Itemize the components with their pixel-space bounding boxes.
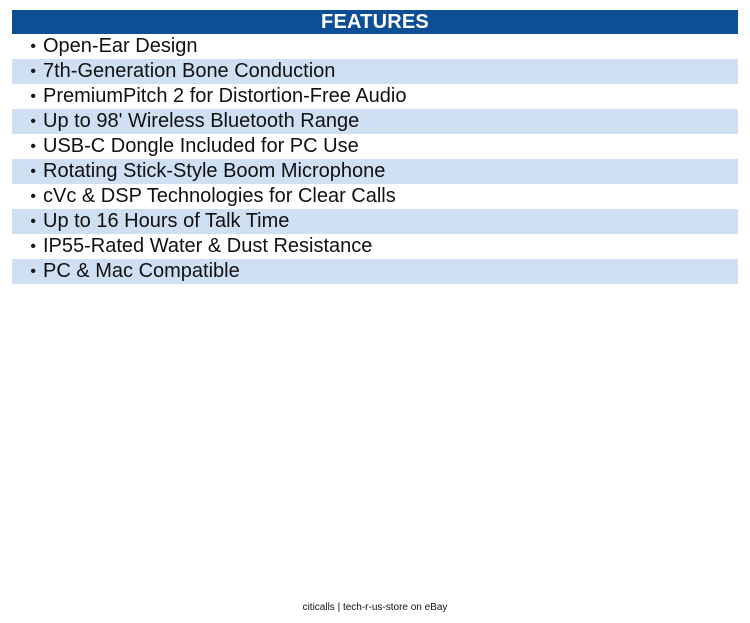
feature-list: • Open-Ear Design • 7th-Generation Bone Con… xyxy=(12,34,738,284)
feature-text: cVc & DSP Technologies for Clear Calls xyxy=(43,185,396,207)
bullet-icon: • xyxy=(30,113,36,130)
feature-row: • USB-C Dongle Included for PC Use xyxy=(12,134,738,159)
bullet-icon: • xyxy=(30,38,36,55)
bullet-icon: • xyxy=(30,188,36,205)
feature-text: Open-Ear Design xyxy=(43,35,198,57)
feature-text: PremiumPitch 2 for Distortion-Free Audio xyxy=(43,85,407,107)
feature-row: • PremiumPitch 2 for Distortion-Free Audi… xyxy=(12,84,738,109)
feature-text: IP55-Rated Water & Dust Resistance xyxy=(43,235,373,257)
feature-row: • Rotating Stick-Style Boom Microphone xyxy=(12,159,738,184)
feature-row: • Up to 98' Wireless Bluetooth Range xyxy=(12,109,738,134)
feature-text: 7th-Generation Bone Conduction xyxy=(43,60,336,82)
bullet-icon: • xyxy=(30,163,36,180)
footer-credit: citicalls | tech-r-us-store on eBay xyxy=(302,602,448,613)
bullet-icon: • xyxy=(30,138,36,155)
feature-row: • PC & Mac Compatible xyxy=(12,259,738,284)
bullet-icon: • xyxy=(30,238,36,255)
feature-text: Rotating Stick-Style Boom Microphone xyxy=(43,160,386,182)
features-header: FEATURES xyxy=(12,10,738,34)
bullet-icon: • xyxy=(30,63,36,80)
feature-row: • Open-Ear Design xyxy=(12,34,738,59)
feature-row: • cVc & DSP Technologies for Clear Calls xyxy=(12,184,738,209)
bullet-icon: • xyxy=(30,213,36,230)
bullet-icon: • xyxy=(30,88,36,105)
feature-text: Up to 16 Hours of Talk Time xyxy=(43,210,290,232)
feature-text: PC & Mac Compatible xyxy=(43,260,240,282)
feature-text: USB-C Dongle Included for PC Use xyxy=(43,135,359,157)
feature-text: Up to 98' Wireless Bluetooth Range xyxy=(43,110,360,132)
features-table: FEATURES • Open-Ear Design • 7th-Generation… xyxy=(12,10,738,284)
feature-row: • Up to 16 Hours of Talk Time xyxy=(12,209,738,234)
bullet-icon: • xyxy=(30,263,36,280)
feature-row: • 7th-Generation Bone Conduction xyxy=(12,59,738,84)
feature-row: • IP55-Rated Water & Dust Resistance xyxy=(12,234,738,259)
